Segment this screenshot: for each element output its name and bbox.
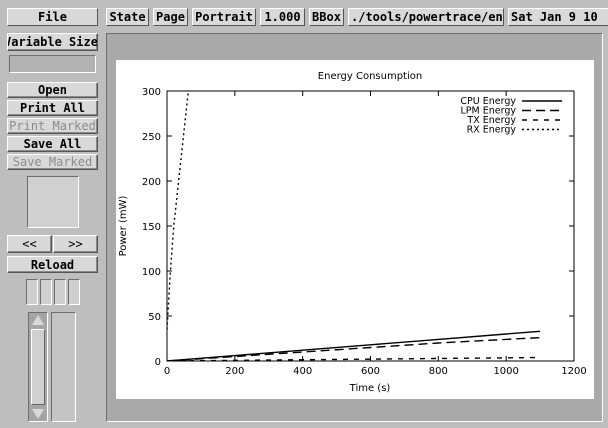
y-tick-label: 150	[142, 222, 161, 233]
x-tick-label: 1200	[561, 366, 586, 377]
print-all-button[interactable]: Print All	[7, 100, 98, 116]
date-display: Sat Jan 9 10	[508, 8, 608, 26]
prev-page-button[interactable]: <<	[7, 235, 52, 253]
y-tick-label: 200	[142, 177, 161, 188]
save-marked-button[interactable]: Save Marked	[7, 154, 98, 170]
reload-button[interactable]: Reload	[7, 256, 98, 273]
save-marked-label: Save Marked	[12, 155, 93, 169]
page-marker-1[interactable]	[26, 279, 38, 305]
y-tick-label: 50	[148, 312, 161, 323]
print-marked-button[interactable]: Print Marked	[7, 118, 98, 134]
x-tick-label: 200	[225, 366, 244, 377]
file-menu-button[interactable]: File	[7, 8, 98, 26]
orientation-button[interactable]: Portrait	[192, 8, 256, 26]
y-tick-label: 0	[155, 357, 161, 368]
prev-page-label: <<	[22, 237, 37, 251]
page-list-scrollbar[interactable]	[28, 312, 48, 422]
y-tick-label: 250	[142, 132, 161, 143]
date-text: Sat Jan 9 10	[511, 10, 598, 24]
size-indicator	[9, 55, 96, 73]
document-page: Energy Consumption Power (mW) Time (s) 0…	[116, 60, 594, 399]
x-axis-label: Time (s)	[349, 383, 391, 394]
page-menu-label: Page	[156, 10, 185, 24]
reload-label: Reload	[30, 257, 75, 272]
save-all-button[interactable]: Save All	[7, 136, 98, 152]
zoom-button[interactable]: 1.000	[260, 8, 305, 26]
x-tick-label: 0	[164, 366, 170, 377]
page-list[interactable]	[51, 312, 76, 422]
print-marked-label: Print Marked	[9, 119, 96, 133]
print-all-label: Print All	[19, 101, 86, 115]
legend-label: TX Energy	[466, 115, 516, 126]
page-menu-button[interactable]: Page	[153, 8, 188, 26]
y-axis-label: Power (mW)	[118, 195, 129, 256]
bbox-label: BBox	[312, 10, 341, 24]
x-tick-label: 600	[361, 366, 380, 377]
thumbnail-panel	[27, 176, 79, 228]
series-line-4	[167, 91, 190, 330]
scroll-thumb[interactable]	[31, 329, 45, 405]
x-tick-label: 800	[429, 366, 448, 377]
series-line-3	[167, 356, 541, 361]
chart-title: Energy Consumption	[318, 71, 422, 82]
series-line-1	[167, 330, 541, 361]
scroll-down-arrow-icon[interactable]	[32, 409, 44, 419]
orientation-label: Portrait	[195, 10, 253, 24]
zoom-label: 1.000	[264, 10, 301, 24]
energy-chart: Energy Consumption Power (mW) Time (s) 0…	[118, 71, 587, 394]
legend-label: RX Energy	[467, 125, 517, 136]
variable-size-button[interactable]: Variable Size	[7, 33, 98, 51]
variable-size-label: Variable Size	[7, 35, 98, 49]
bbox-button[interactable]: BBox	[309, 8, 344, 26]
open-button[interactable]: Open	[7, 82, 98, 98]
next-page-label: >>	[68, 237, 83, 251]
next-page-button[interactable]: >>	[53, 235, 98, 253]
save-all-label: Save All	[23, 137, 82, 151]
scroll-up-arrow-icon[interactable]	[32, 315, 44, 325]
x-tick-label: 400	[293, 366, 312, 377]
x-tick-label: 1000	[493, 366, 518, 377]
y-tick-label: 300	[142, 87, 161, 98]
filename-display: ./tools/powertrace/energy	[348, 8, 504, 26]
page-marker-3[interactable]	[54, 279, 66, 305]
series-line-2	[167, 336, 541, 361]
state-menu-label: State	[109, 10, 146, 24]
filename-text: ./tools/powertrace/energy	[351, 10, 503, 24]
state-menu-button[interactable]: State	[106, 8, 149, 26]
file-menu-label: File	[38, 10, 67, 24]
open-label: Open	[38, 83, 67, 97]
page-marker-2[interactable]	[40, 279, 52, 305]
y-tick-label: 100	[142, 267, 161, 278]
legend-label: LPM Energy	[461, 106, 517, 117]
legend-label: CPU Energy	[460, 96, 516, 107]
page-marker-4[interactable]	[68, 279, 80, 305]
